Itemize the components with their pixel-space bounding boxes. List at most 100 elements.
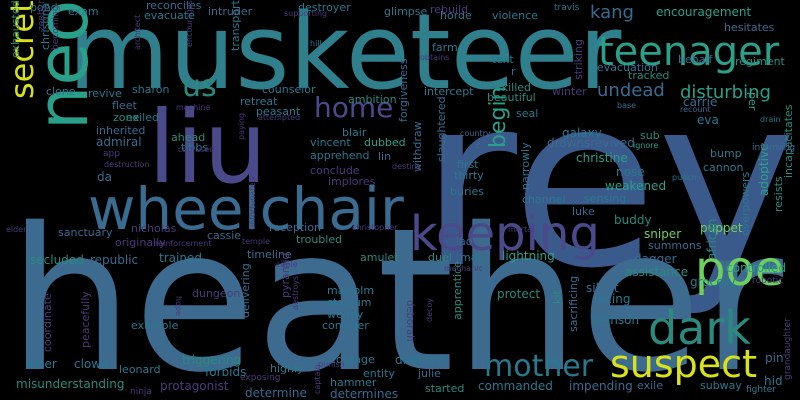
word-lightning: lightning (502, 249, 555, 263)
word-amulet: amulet (360, 251, 399, 264)
word-horde: horde (440, 9, 472, 22)
word-country: country (460, 129, 491, 138)
word-forbids: forbids (205, 365, 247, 379)
word-determines: determines (330, 387, 399, 400)
word-controlled: controlled (726, 261, 786, 275)
word-lao: lao (456, 235, 473, 248)
word-consider: consider (322, 319, 369, 332)
word-beautiful: beautiful (487, 91, 536, 104)
word-deborah: deborah (404, 300, 415, 342)
word-delivering: delivering (239, 263, 252, 318)
word-example: example (131, 319, 179, 332)
word-reception: reception (269, 221, 321, 234)
word-paying: paying (237, 112, 246, 140)
word-nose: nose (616, 165, 645, 179)
word-drownsrevived: drownsrevived (547, 136, 635, 150)
word-pin: pin (765, 351, 784, 365)
word-temple: temple (242, 237, 271, 246)
word-behalf: behalf (678, 53, 713, 66)
word-julie: julie (418, 367, 441, 380)
word-exhausted: exhausted (9, 0, 22, 58)
word-timeline: timeline (247, 248, 292, 261)
word-courage: courage (330, 353, 375, 366)
word-secluded: secluded (30, 253, 84, 267)
word-rebuild: rebuild (430, 3, 469, 16)
word-inherited: inherited (96, 124, 146, 137)
word-unfortunately: unfortunately (248, 175, 257, 230)
word-impending: impending (569, 379, 633, 393)
word-highly: highly (270, 362, 304, 375)
word-inner: inner (26, 357, 57, 371)
word-peacefully: peacefully (79, 291, 92, 348)
word-fleet: fleet (112, 99, 137, 112)
word-cable: cable (276, 260, 298, 269)
word-evacuate: evacuate (144, 9, 195, 22)
word-evacuation: evacuation (597, 61, 658, 74)
word-confused: confused (178, 145, 215, 154)
word-teenager: teenager (598, 29, 780, 75)
word-zephyr: zephyr (37, 0, 47, 31)
word-intercept: intercept (424, 85, 474, 98)
word-protagonist: protagonist (160, 379, 229, 393)
word-resists: resists (772, 176, 785, 212)
word-dungeon: dungeon (192, 287, 241, 300)
word-carrie: carrie (683, 95, 718, 109)
word-exposing: exposing (240, 373, 281, 383)
word-disturbing: disturbing (680, 82, 771, 103)
word-coordinate: coordinate (41, 293, 54, 352)
word-sacrificing: sacrificing (567, 275, 580, 332)
word-captain: captain (313, 364, 322, 394)
word-ignore: ignore (633, 141, 659, 150)
word-ahead: ahead (171, 131, 206, 144)
word-forgiveness: forgiveness (397, 58, 410, 122)
word-first: first (457, 158, 479, 171)
word-destroys: destroys (291, 275, 300, 310)
word-counselor: counselor (262, 83, 316, 96)
word-destiny: destiny (392, 162, 422, 171)
word-architect: architect (133, 14, 142, 50)
word-narrowly: narrowly (519, 142, 532, 190)
word-vincent: vincent (310, 136, 351, 149)
word-buddy: buddy (614, 213, 652, 227)
word-liu: liu (148, 89, 267, 206)
word-hill: hill (310, 39, 322, 48)
word-galaxy: galaxy (562, 126, 602, 140)
word-misunderstanding: misunderstanding (16, 377, 125, 391)
word-kang: kang (590, 2, 634, 23)
word-hammer: hammer (330, 376, 377, 389)
word-wendy: wendy (327, 308, 364, 321)
word-buries: buries (450, 185, 485, 198)
word-rey: rey (420, 45, 797, 320)
word-punish: punish (318, 360, 345, 369)
word-farm: farm (432, 41, 458, 54)
word-thirty: thirty (454, 169, 484, 182)
word-transport: transport (229, 0, 242, 51)
word-grandaughter: grandaughter (783, 318, 793, 380)
word-incapacitates: incapacitates (782, 104, 795, 178)
word-grocery: grocery (690, 275, 736, 289)
word-peasant: peasant (256, 105, 301, 118)
word-hesitates: hesitates (724, 21, 775, 34)
word-app: app (103, 149, 120, 159)
word-recount: recount (680, 105, 711, 114)
word-channel: channel (522, 193, 566, 206)
word-attempted: attempted (258, 113, 301, 122)
word-robotic: robotic (752, 276, 784, 286)
word-seal: seal (516, 107, 539, 120)
word-weakened: weakened (605, 179, 667, 193)
word-dagger: dagger (634, 252, 677, 266)
word-ninja: ninja (130, 387, 152, 397)
word-map: map (460, 251, 485, 264)
word-sub: sub (640, 129, 660, 142)
word-conclude: conclude (310, 164, 360, 177)
word-mechanic: mechanic (444, 264, 483, 273)
word-sanctuary: sanctuary (58, 226, 113, 239)
word-wheelchair: wheelchair (88, 175, 404, 243)
word-clown: clown (74, 357, 109, 371)
word-kit: kit (551, 290, 564, 304)
word-da: da (97, 170, 112, 184)
word-retreat: retreat (240, 95, 278, 108)
word-exile: exile (637, 379, 663, 392)
word-reinforcement: reinforcement (155, 239, 212, 248)
word-pond: pond (30, 1, 58, 14)
